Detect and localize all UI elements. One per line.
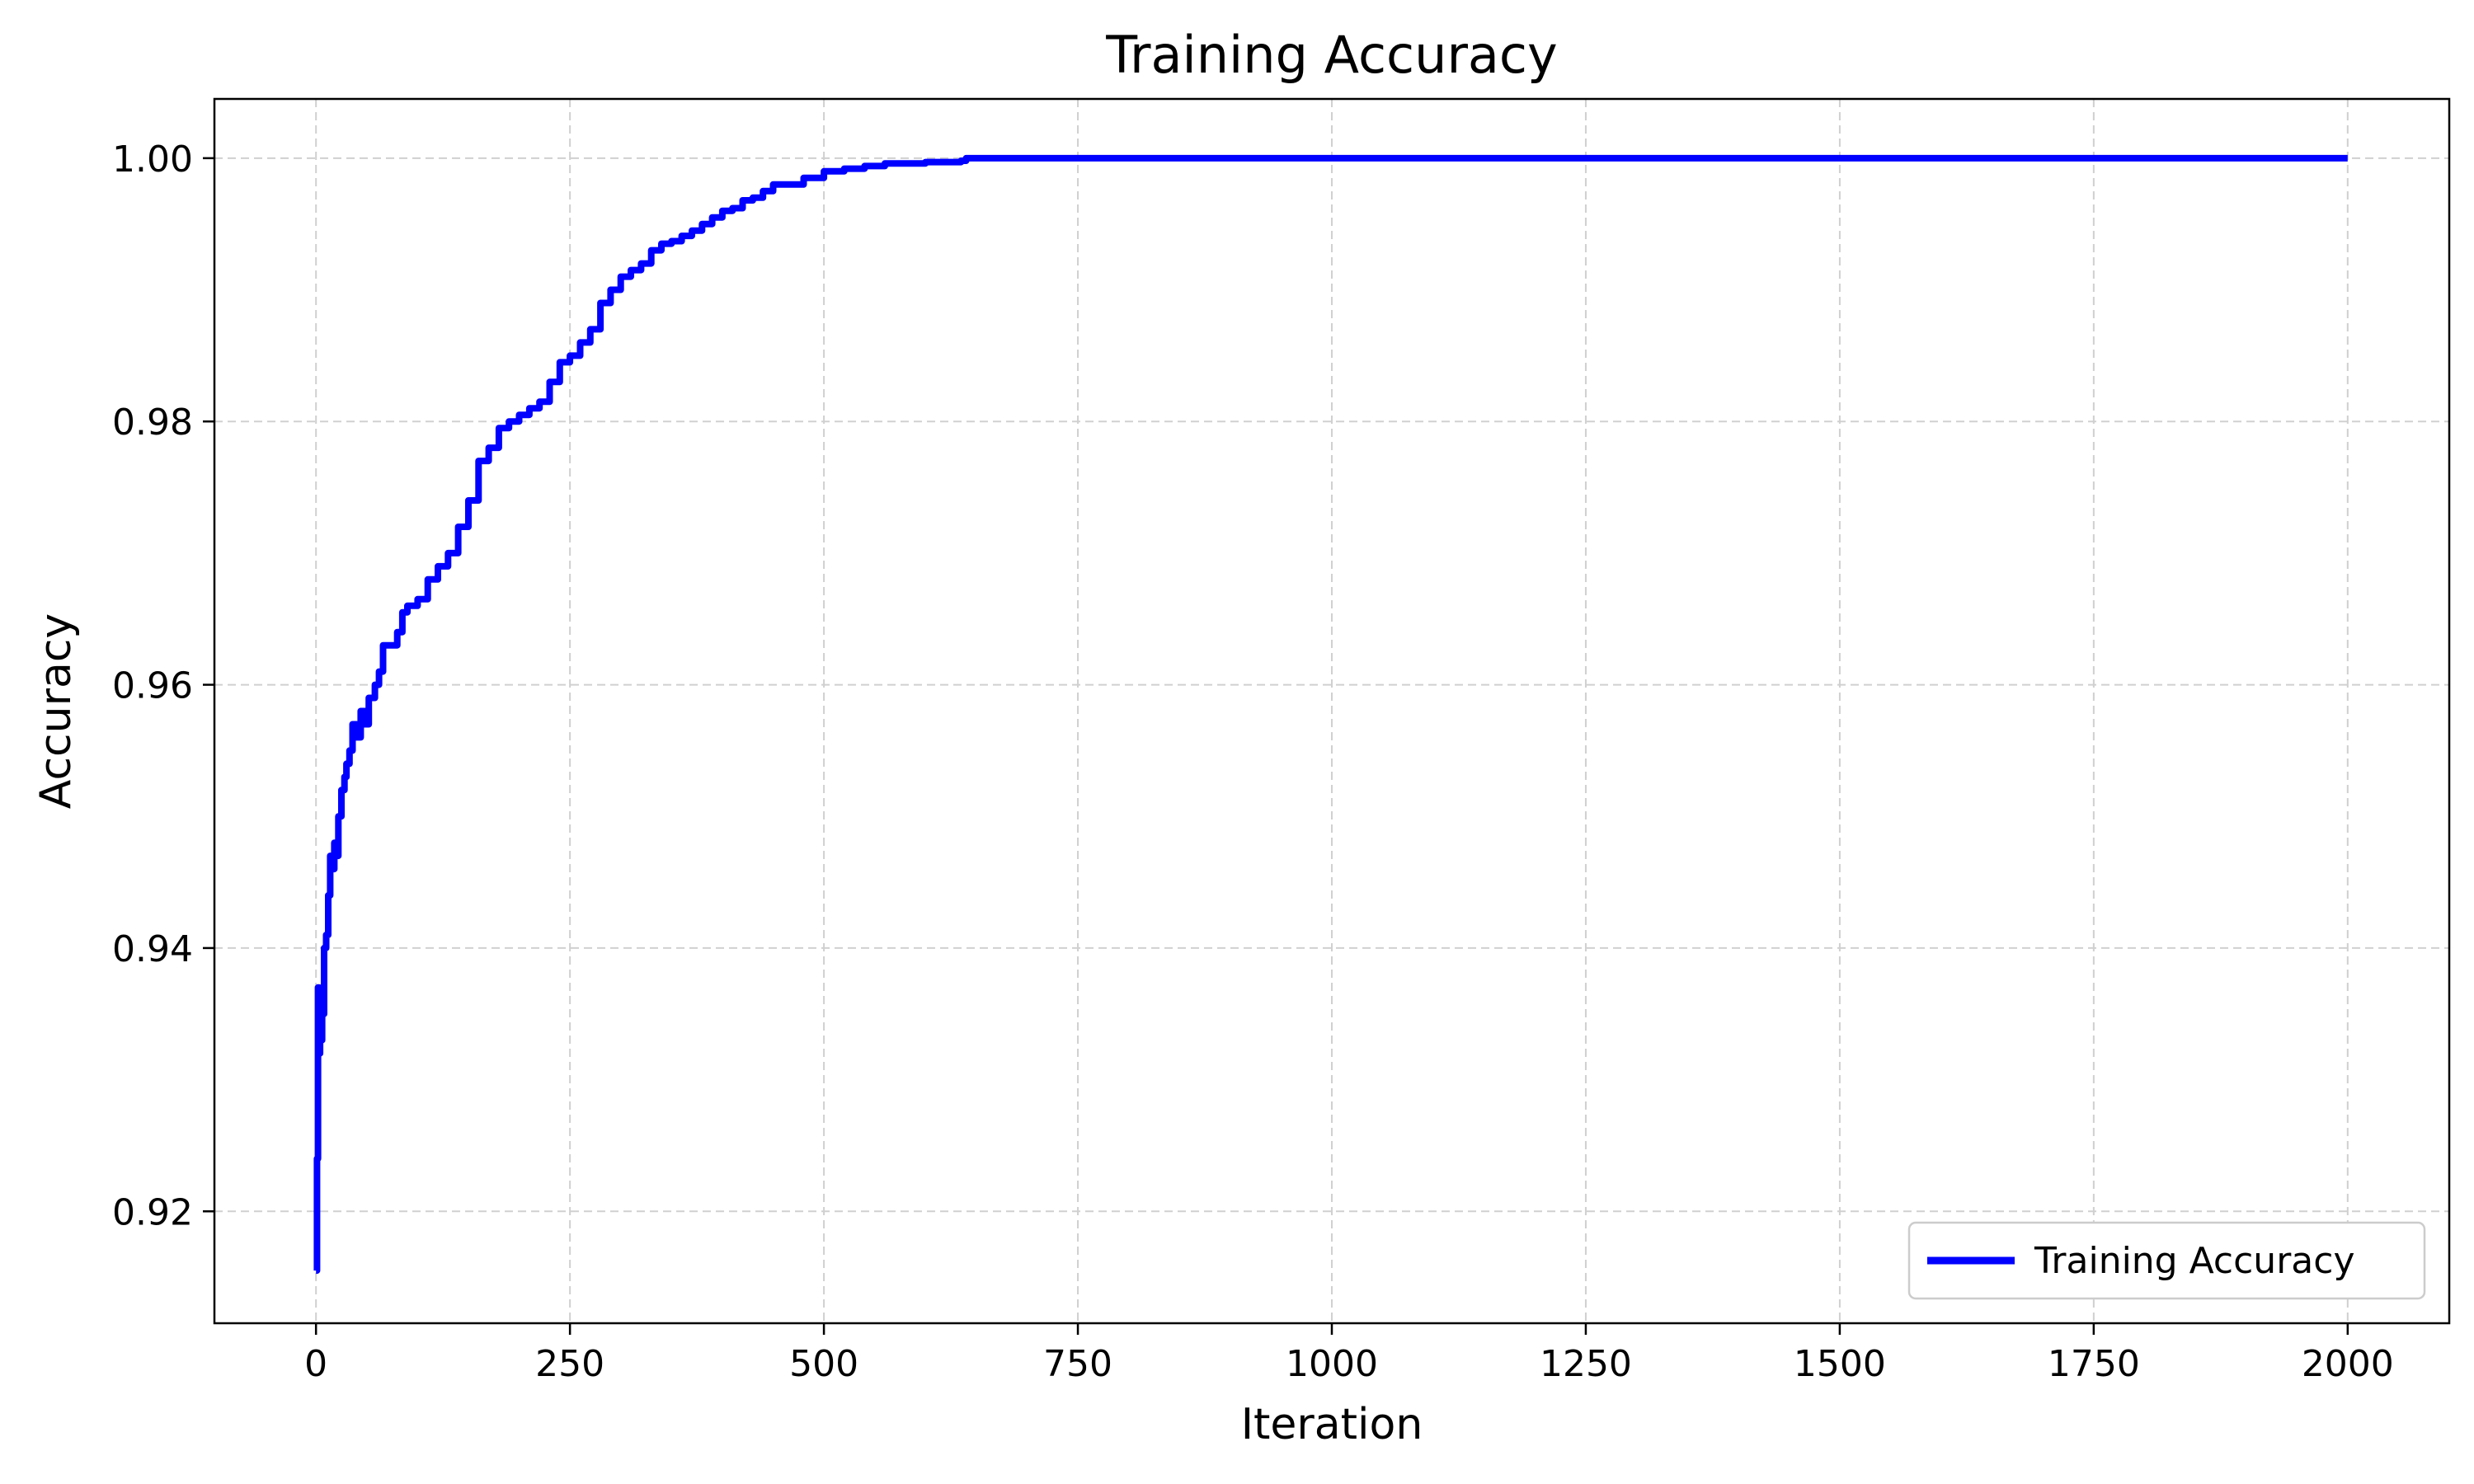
legend: Training Accuracy	[1907, 1221, 2426, 1300]
y-tick-label: 0.98	[112, 402, 193, 444]
ticks-layer: 0 250 500 750 1000 1250 1500 1750 2000 0.92 0.94 0.…	[112, 139, 2394, 1385]
x-tick-label: 1000	[1286, 1343, 1378, 1385]
grid-layer	[214, 99, 2449, 1323]
y-tick-label: 0.96	[112, 665, 193, 707]
x-tick-label: 1750	[2048, 1343, 2140, 1385]
x-tick-label: 500	[789, 1343, 858, 1385]
series-layer	[313, 154, 2348, 1275]
y-axis-label: Accuracy	[31, 613, 81, 809]
x-tick-label: 1500	[1794, 1343, 1886, 1385]
x-tick-label: 0	[304, 1343, 327, 1385]
legend-label-training-accuracy: Training Accuracy	[2034, 1240, 2354, 1282]
x-tick-label: 750	[1043, 1343, 1112, 1385]
y-tick-label: 0.94	[112, 928, 193, 970]
y-tick-label: 1.00	[112, 139, 193, 181]
y-tick-label: 0.92	[112, 1191, 193, 1233]
x-tick-label: 1250	[1540, 1343, 1632, 1385]
series-line-training-accuracy	[313, 154, 2348, 1275]
x-tick-label: 2000	[2302, 1343, 2394, 1385]
chart-title: Training Accuracy	[1105, 25, 1557, 85]
legend-box	[1907, 1221, 2426, 1300]
x-tick-label: 250	[535, 1343, 604, 1385]
x-axis-label: Iteration	[1241, 1400, 1423, 1449]
